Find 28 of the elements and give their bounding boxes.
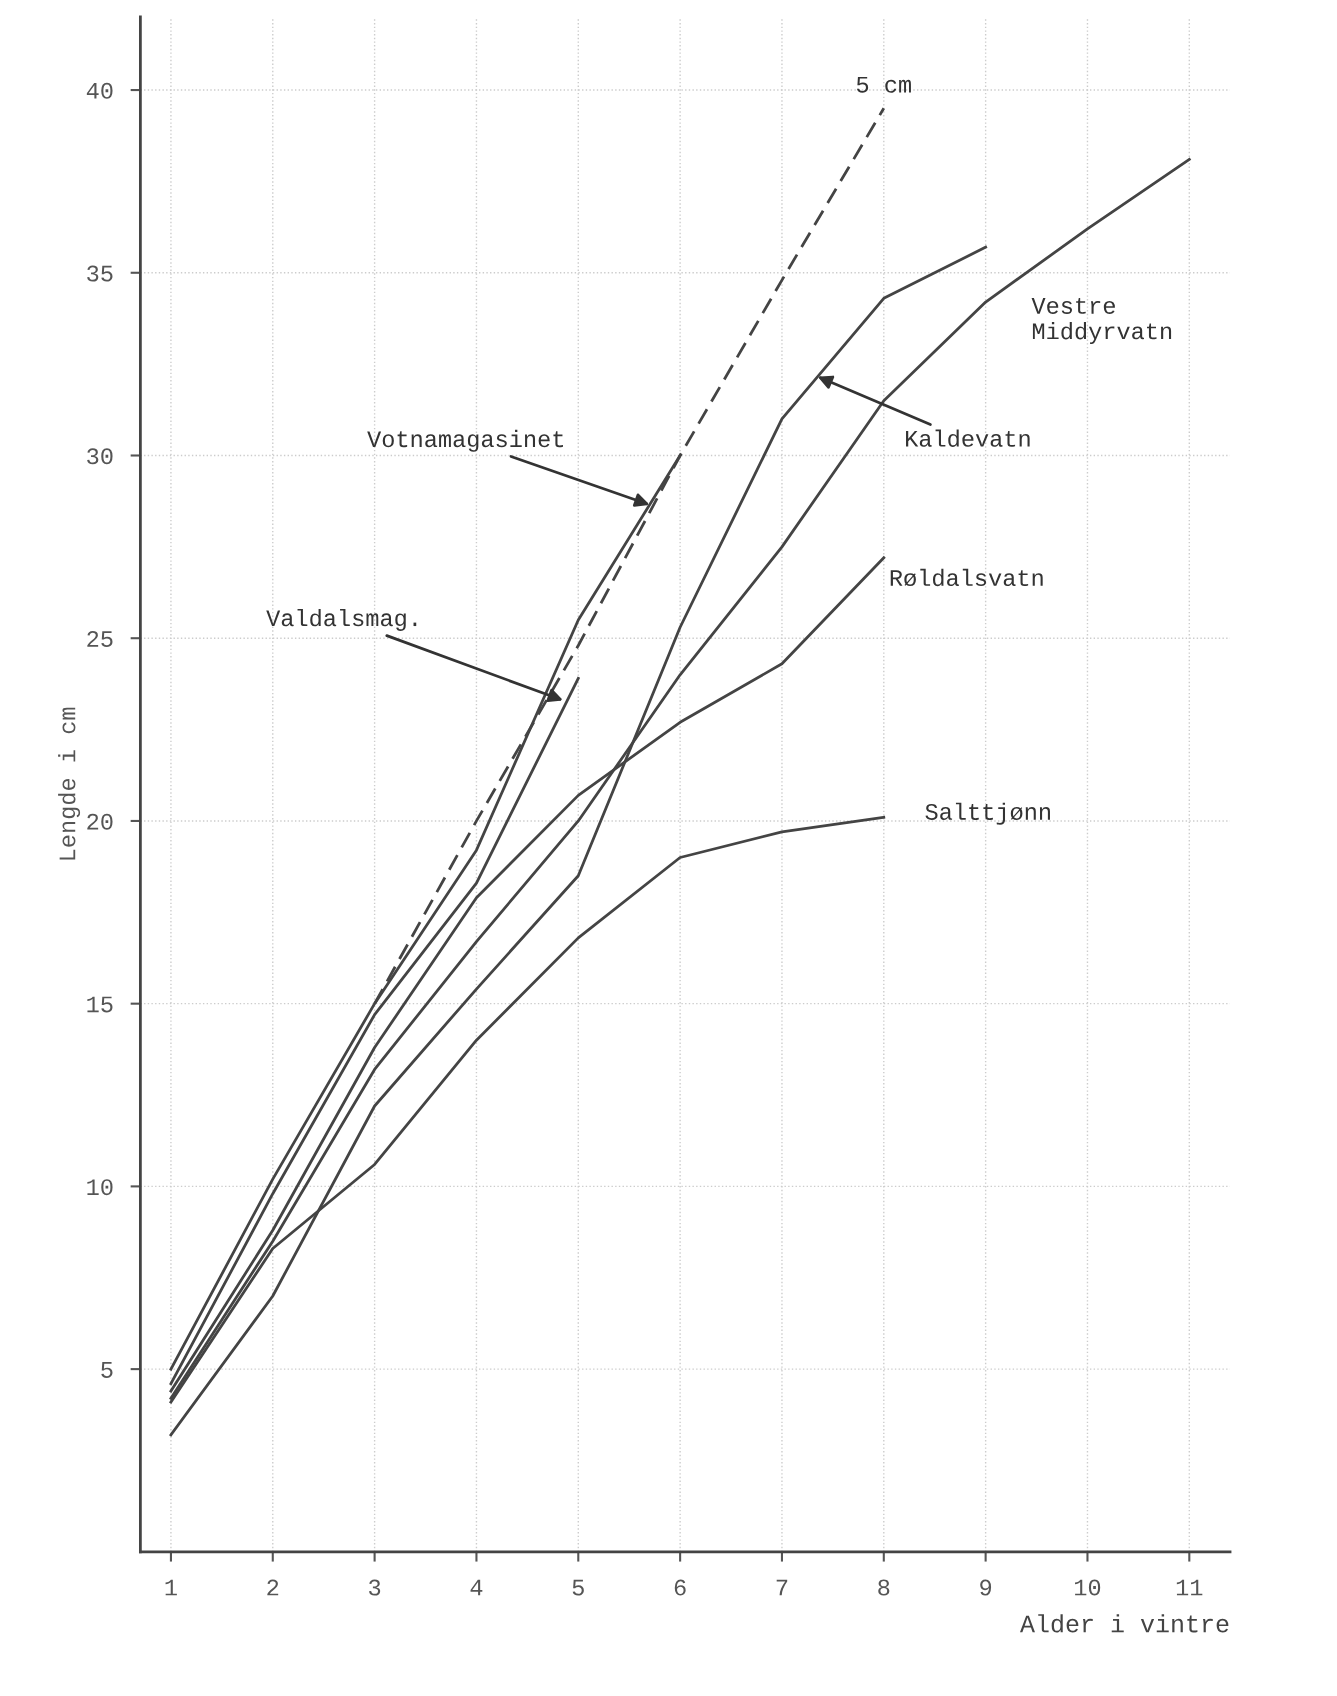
annotation: Røldalsvatn xyxy=(890,568,1043,587)
x-tick-label: 7 xyxy=(776,1579,788,1596)
annotation: Valdalsmag. xyxy=(266,608,417,631)
x-tick-label: 4 xyxy=(470,1579,483,1596)
y-tick-label: 10 xyxy=(87,1179,113,1196)
y-tick-label: 25 xyxy=(87,630,113,648)
x-tick-label: 8 xyxy=(878,1579,890,1596)
annotation: Vestre Middyrvatn xyxy=(1031,297,1172,344)
annotation: Salttjønn xyxy=(925,802,1050,825)
annotation: Votnamagasinet xyxy=(367,429,563,452)
y-tick-label: 20 xyxy=(87,813,113,830)
x-tick-label: 3 xyxy=(369,1579,381,1596)
x-tick-label: 5 xyxy=(572,1579,584,1596)
annotation: Kaldevatn xyxy=(906,429,1030,447)
x-tick-label: 9 xyxy=(980,1579,992,1596)
y-axis-title: Lengde i cm xyxy=(58,707,81,860)
x-tick-label: 11 xyxy=(1176,1579,1203,1596)
y-tick-label: 35 xyxy=(87,265,113,282)
x-axis-title: Alder i vintre xyxy=(1019,1614,1229,1633)
x-tick-label: 2 xyxy=(267,1579,279,1596)
y-tick-label: 15 xyxy=(87,996,113,1013)
y-tick-label: 30 xyxy=(87,448,113,465)
x-tick-label: 10 xyxy=(1075,1579,1101,1596)
annotation: 5 cm xyxy=(856,76,911,93)
y-tick-label: 40 xyxy=(86,82,113,99)
x-tick-label: 1 xyxy=(165,1579,177,1596)
x-tick-label: 6 xyxy=(674,1579,686,1596)
y-tick-label: 5 xyxy=(101,1362,113,1378)
